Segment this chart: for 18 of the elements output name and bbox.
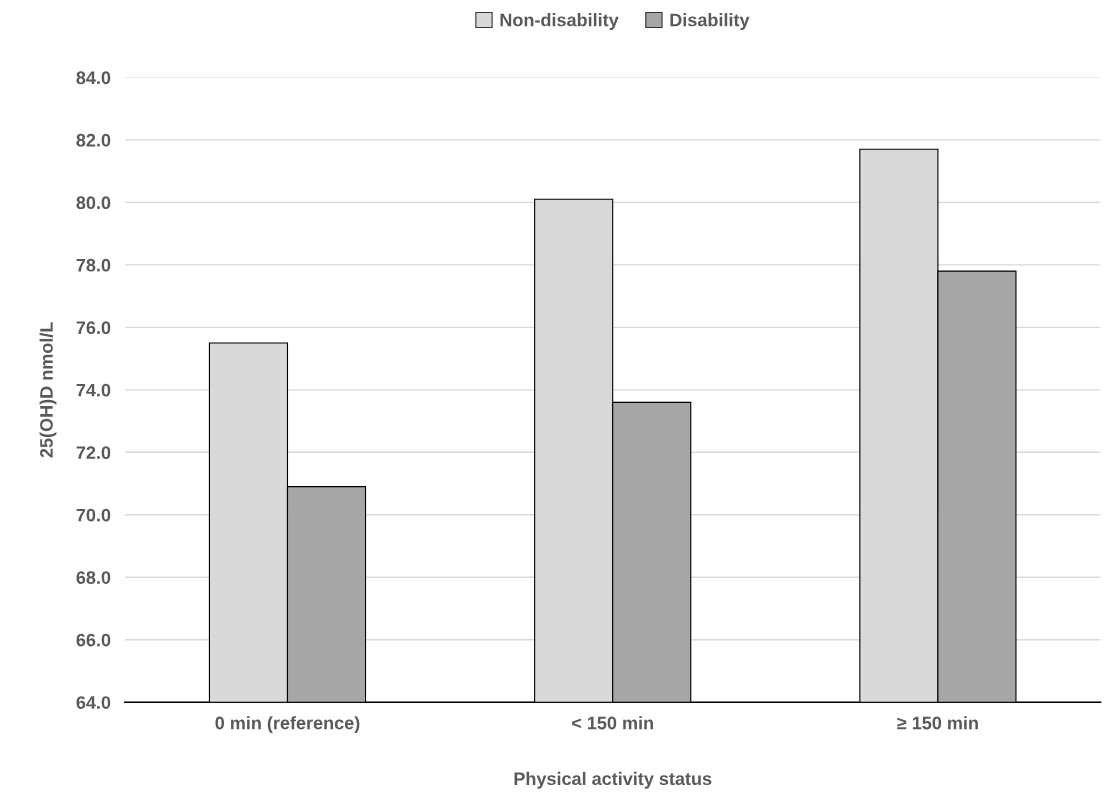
y-tick-label: 64.0 [76, 696, 111, 709]
y-tick-label: 68.0 [76, 571, 111, 584]
x-tick-label: 0 min (reference) [215, 716, 360, 733]
legend-label: Non-disability [500, 13, 619, 30]
y-tick-label: 66.0 [76, 633, 111, 647]
y-axis-title: 25(OH)D nmol/L [39, 322, 57, 458]
y-tick-label: 72.0 [76, 446, 111, 460]
y-tick-label: 76.0 [76, 321, 111, 335]
legend-label: Disability [670, 13, 750, 30]
y-tick-label: 78.0 [76, 258, 111, 272]
x-tick-label: ≥ 150 min [897, 716, 978, 730]
y-tick-label: 84.0 [76, 71, 111, 85]
y-tick-label: 80.0 [76, 196, 111, 210]
y-tick-label: 70.0 [76, 508, 111, 522]
y-tick-label: 74.0 [76, 383, 111, 397]
x-axis-title: Physical activity status [514, 771, 712, 789]
x-tick-label: < 150 min [572, 716, 653, 730]
y-tick-label: 82.0 [76, 133, 111, 147]
